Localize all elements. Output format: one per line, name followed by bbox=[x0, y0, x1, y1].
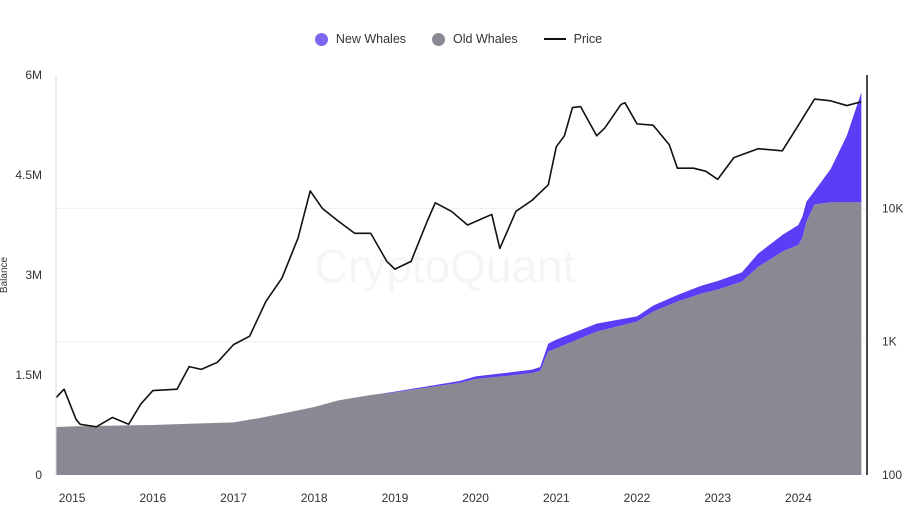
legend-item-old-whales[interactable]: Old Whales bbox=[432, 32, 518, 46]
x-tick-label: 2018 bbox=[301, 491, 328, 505]
left-tick-label: 3M bbox=[25, 268, 42, 282]
left-tick-label: 6M bbox=[25, 68, 42, 82]
legend-label-old-whales: Old Whales bbox=[453, 32, 518, 46]
legend-item-price[interactable]: Price bbox=[543, 32, 603, 46]
x-tick-label: 2024 bbox=[785, 491, 812, 505]
legend-line-price bbox=[543, 38, 566, 40]
x-tick-label: 2017 bbox=[220, 491, 247, 505]
chart-legend: New Whales Old Whales Price bbox=[0, 32, 917, 46]
x-tick-label: 2016 bbox=[139, 491, 166, 505]
price-line bbox=[55, 98, 862, 428]
x-tick-label: 2021 bbox=[543, 491, 570, 505]
legend-label-new-whales: New Whales bbox=[335, 32, 407, 46]
left-tick-label: 1.5M bbox=[15, 368, 42, 382]
x-tick-label: 2020 bbox=[462, 491, 489, 505]
right-tick-label: 10K bbox=[882, 201, 903, 215]
x-tick-label: 2019 bbox=[382, 491, 409, 505]
old-whales-area bbox=[56, 202, 862, 476]
legend-dot-old-whales bbox=[432, 32, 446, 46]
x-tick-label: 2015 bbox=[59, 491, 86, 505]
right-tick-label: 100 bbox=[882, 468, 902, 482]
left-tick-label: 4.5M bbox=[15, 168, 42, 182]
legend-label-price: Price bbox=[573, 32, 603, 46]
left-axis-title: Balance bbox=[0, 256, 10, 293]
series-layer bbox=[55, 92, 862, 476]
legend-dot-new-whales bbox=[314, 32, 328, 46]
legend-item-new-whales[interactable]: New Whales bbox=[314, 32, 407, 46]
x-tick-label: 2022 bbox=[624, 491, 651, 505]
cryptoquant-watermark: CryptoQuant bbox=[315, 240, 576, 292]
x-tick-label: 2023 bbox=[704, 491, 731, 505]
right-tick-label: 1K bbox=[882, 335, 897, 349]
axes: 0 1.5M 3M 4.5M 6M Balance 100 1K 10K 2015 2016 2017… bbox=[0, 68, 903, 505]
left-tick-label: 0 bbox=[35, 468, 42, 482]
